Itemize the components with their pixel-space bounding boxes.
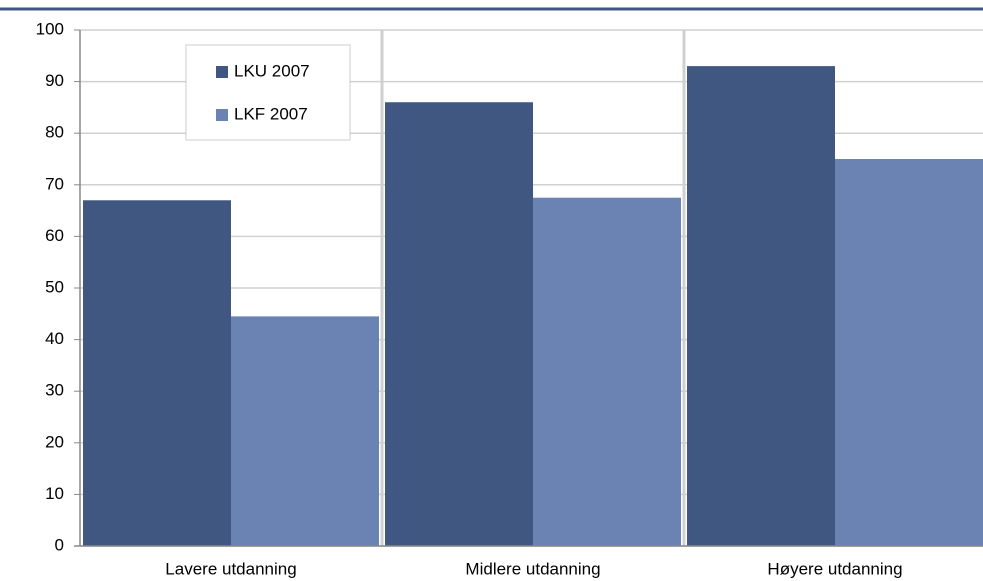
legend-label: LKU 2007: [234, 61, 310, 80]
y-tick-label: 60: [45, 226, 64, 245]
bar: [533, 197, 681, 546]
legend-label: LKF 2007: [234, 104, 308, 123]
bar: [687, 66, 835, 547]
legend-box: [185, 44, 351, 141]
y-tick-label: 90: [45, 71, 64, 90]
y-tick-label: 80: [45, 123, 64, 142]
x-tick-label: Lavere utdanning: [165, 559, 296, 578]
bar: [835, 159, 983, 546]
y-tick-label: 20: [45, 432, 64, 451]
y-tick-label: 100: [36, 19, 64, 38]
bar: [83, 200, 231, 546]
bar: [231, 316, 379, 546]
y-tick-label: 40: [45, 329, 64, 348]
x-tick-label: Midlere utdanning: [465, 559, 600, 578]
x-tick-label: Høyere utdanning: [767, 559, 902, 578]
y-tick-label: 70: [45, 174, 64, 193]
legend-swatch: [216, 109, 228, 121]
legend-swatch: [216, 66, 228, 78]
y-tick-label: 0: [55, 535, 64, 554]
y-tick-label: 50: [45, 277, 64, 296]
y-tick-label: 30: [45, 381, 64, 400]
bar: [385, 102, 533, 547]
y-tick-label: 10: [45, 484, 64, 503]
